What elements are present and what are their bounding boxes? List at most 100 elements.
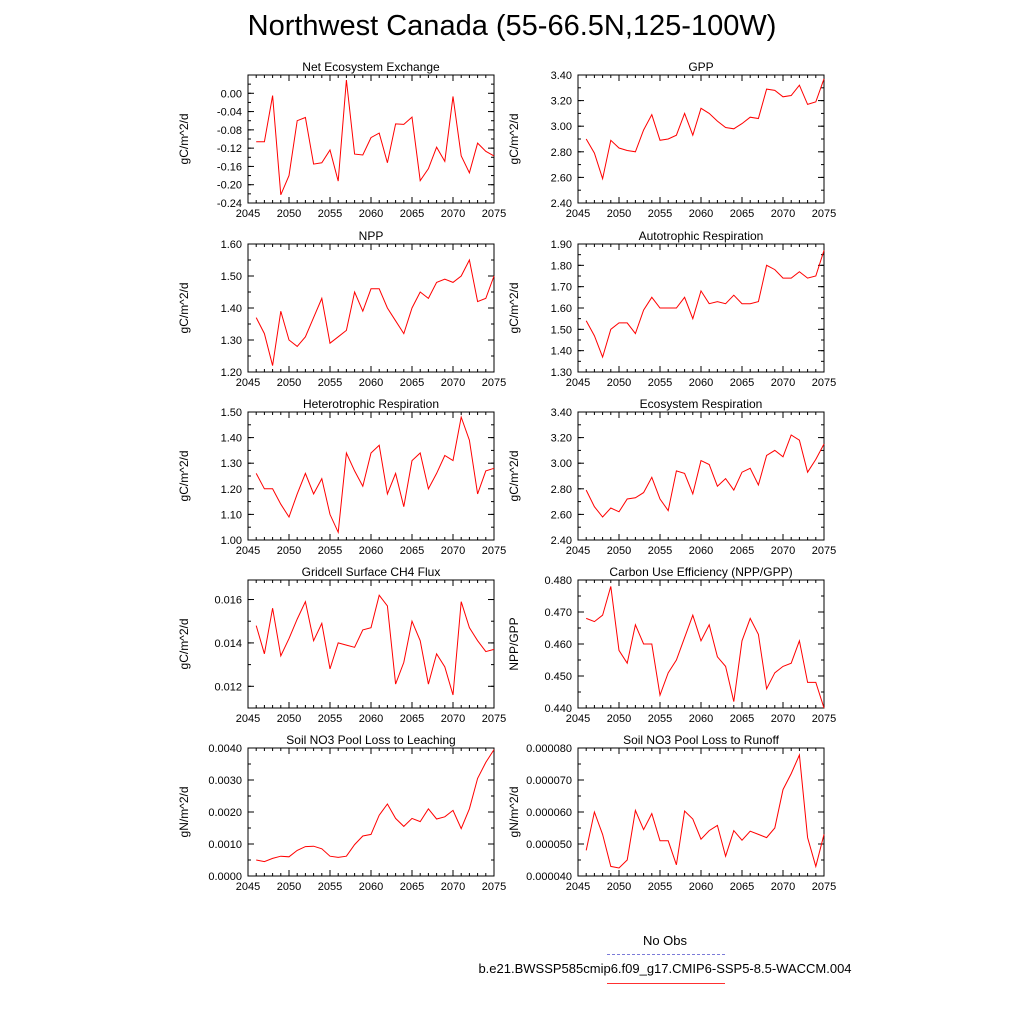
y-tick-label: 3.00 xyxy=(551,458,572,470)
x-tick-label: 2075 xyxy=(812,881,836,893)
x-tick-label: 2060 xyxy=(689,208,713,220)
y-tick-label: 0.016 xyxy=(214,595,242,607)
series-line xyxy=(586,586,825,709)
y-tick-label: 1.30 xyxy=(551,367,572,379)
chart-panel: Ecosystem Respiration gC/m^2/d 2045 2050 205… xyxy=(507,397,836,557)
y-tick-label: 1.10 xyxy=(221,509,242,521)
y-tick-label: 2.40 xyxy=(551,198,572,210)
x-tick-label: 2070 xyxy=(771,713,795,725)
y-tick-label: -0.08 xyxy=(217,125,242,137)
y-tick-label: 1.50 xyxy=(551,324,572,336)
x-tick-label: 2060 xyxy=(359,881,383,893)
x-tick-label: 2065 xyxy=(730,377,754,389)
x-tick-label: 2050 xyxy=(607,545,631,557)
x-tick-label: 2075 xyxy=(812,377,836,389)
x-tick-label: 2070 xyxy=(771,881,795,893)
x-tick-label: 2055 xyxy=(648,545,672,557)
x-tick-label: 2070 xyxy=(441,208,465,220)
x-tick-label: 2070 xyxy=(771,208,795,220)
x-tick-label: 2060 xyxy=(359,713,383,725)
chart-title: Soil NO3 Pool Loss to Leaching xyxy=(286,733,455,747)
y-tick-label: 3.00 xyxy=(551,121,572,133)
x-tick-label: 2075 xyxy=(812,545,836,557)
x-tick-label: 2050 xyxy=(277,208,301,220)
chart-panel: GPP gC/m^2/d 2045 2050 2055 2060 2065 2070 2075 3… xyxy=(507,60,836,220)
y-tick-label: 1.30 xyxy=(221,458,242,470)
chart-panel: Soil NO3 Pool Loss to Runoff gN/m^2/d 2045… xyxy=(507,733,836,893)
x-tick-label: 2065 xyxy=(730,881,754,893)
series-line xyxy=(255,258,495,366)
x-tick-label: 2050 xyxy=(277,377,301,389)
x-tick-label: 2075 xyxy=(482,377,506,389)
x-tick-label: 2075 xyxy=(482,881,506,893)
x-tick-label: 2070 xyxy=(441,377,465,389)
x-tick-label: 2075 xyxy=(482,208,506,220)
chart-title: Ecosystem Respiration xyxy=(640,397,763,411)
x-tick-label: 2070 xyxy=(441,545,465,557)
series-line xyxy=(585,434,825,518)
x-tick-label: 2060 xyxy=(359,377,383,389)
x-tick-label: 2045 xyxy=(236,377,260,389)
plot-frame xyxy=(577,411,825,541)
chart-title: Gridcell Surface CH4 Flux xyxy=(302,565,441,579)
y-axis-label: gC/m^2/d xyxy=(507,114,521,165)
y-axis-label: gC/m^2/d xyxy=(507,283,521,334)
x-tick-label: 2045 xyxy=(236,545,260,557)
y-tick-label: -0.16 xyxy=(217,161,242,173)
y-tick-label: 0.470 xyxy=(544,607,572,619)
chart-panel: NPP gC/m^2/d 2045 2050 2055 2060 2065 2070 2075 1… xyxy=(177,229,506,389)
chart-panel: Heterotrophic Respiration gC/m^2/d 2045 205… xyxy=(177,397,506,557)
x-tick-label: 2050 xyxy=(277,881,301,893)
y-axis-label: gN/m^2/d xyxy=(177,787,191,838)
y-tick-label: 1.60 xyxy=(221,239,242,251)
y-tick-label: 1.40 xyxy=(551,346,572,358)
legend-obs-label: No Obs xyxy=(642,933,688,948)
x-tick-label: 2065 xyxy=(730,545,754,557)
y-axis-label: NPP/GPP xyxy=(507,617,521,670)
series-line xyxy=(585,250,825,359)
x-tick-label: 2055 xyxy=(648,713,672,725)
x-tick-label: 2055 xyxy=(318,545,342,557)
series-line xyxy=(585,78,825,181)
x-tick-label: 2060 xyxy=(359,545,383,557)
chart-panel: Autotrophic Respiration gC/m^2/d 2045 2050 2… xyxy=(507,229,836,389)
y-tick-label: 0.00 xyxy=(221,88,242,100)
x-tick-label: 2075 xyxy=(482,713,506,725)
y-tick-label: 1.50 xyxy=(221,407,242,419)
x-tick-label: 2045 xyxy=(566,545,590,557)
plot-frame xyxy=(247,243,495,373)
y-axis-label: gC/m^2/d xyxy=(507,451,521,502)
y-tick-label: 0.000050 xyxy=(526,839,572,851)
chart-title: GPP xyxy=(688,60,713,74)
y-tick-label: 0.0010 xyxy=(208,839,242,851)
y-tick-label: 0.000060 xyxy=(526,807,572,819)
x-tick-label: 2065 xyxy=(400,881,424,893)
x-tick-label: 2060 xyxy=(689,713,713,725)
x-tick-label: 2070 xyxy=(441,881,465,893)
plot-frame xyxy=(577,579,825,709)
y-tick-label: -0.04 xyxy=(217,107,242,119)
chart-panel: Soil NO3 Pool Loss to Leaching gN/m^2/d 20… xyxy=(177,733,506,893)
y-tick-label: 0.0000 xyxy=(208,871,242,883)
y-tick-label: 0.000080 xyxy=(526,743,572,755)
x-tick-label: 2050 xyxy=(607,881,631,893)
y-tick-label: 0.0030 xyxy=(208,775,242,787)
x-tick-label: 2065 xyxy=(730,208,754,220)
x-tick-label: 2060 xyxy=(689,377,713,389)
y-tick-label: 1.40 xyxy=(221,433,242,445)
chart-title: Autotrophic Respiration xyxy=(639,229,764,243)
x-tick-label: 2055 xyxy=(648,881,672,893)
chart-title: Heterotrophic Respiration xyxy=(303,397,439,411)
y-axis-label: gC/m^2/d xyxy=(177,451,191,502)
chart-panel: Gridcell Surface CH4 Flux gC/m^2/d 2045 205… xyxy=(177,565,506,725)
x-tick-label: 2045 xyxy=(236,713,260,725)
y-tick-label: 1.50 xyxy=(221,271,242,283)
y-tick-label: 3.20 xyxy=(551,96,572,108)
x-tick-label: 2075 xyxy=(812,713,836,725)
y-tick-label: 0.014 xyxy=(214,638,242,650)
y-axis-label: gC/m^2/d xyxy=(177,619,191,670)
legend-obs-line xyxy=(607,954,725,955)
chart-title: Net Ecosystem Exchange xyxy=(302,60,440,74)
plot-frame xyxy=(577,747,825,877)
x-tick-label: 2050 xyxy=(277,713,301,725)
